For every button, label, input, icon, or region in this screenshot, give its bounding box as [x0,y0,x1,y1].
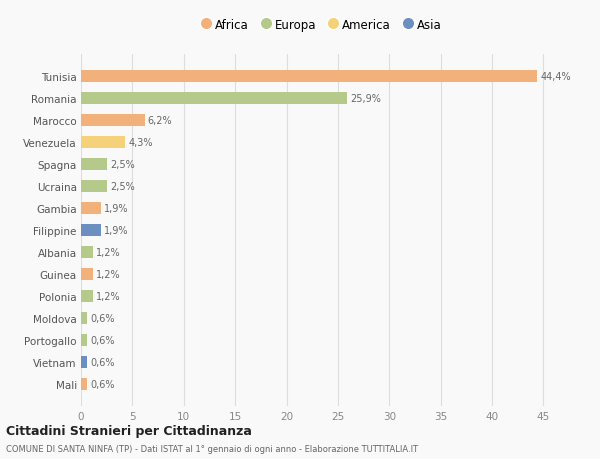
Text: 1,9%: 1,9% [104,204,128,214]
Text: 1,9%: 1,9% [104,226,128,235]
Text: 0,6%: 0,6% [90,313,115,324]
Text: 4,3%: 4,3% [128,138,153,148]
Bar [81,269,94,280]
Text: 0,6%: 0,6% [90,336,115,345]
Text: 1,2%: 1,2% [97,291,121,302]
Text: 2,5%: 2,5% [110,182,134,192]
Bar [81,313,87,325]
Bar [81,159,107,171]
Text: 0,6%: 0,6% [90,379,115,389]
Text: 1,2%: 1,2% [97,247,121,257]
Bar [81,224,101,237]
Text: COMUNE DI SANTA NINFA (TP) - Dati ISTAT al 1° gennaio di ogni anno - Elaborazion: COMUNE DI SANTA NINFA (TP) - Dati ISTAT … [6,444,418,453]
Bar [81,137,125,149]
Text: 25,9%: 25,9% [350,94,381,104]
Legend: Africa, Europa, America, Asia: Africa, Europa, America, Asia [203,19,442,32]
Text: 6,2%: 6,2% [148,116,172,126]
Bar [81,203,101,215]
Text: Cittadini Stranieri per Cittadinanza: Cittadini Stranieri per Cittadinanza [6,424,252,437]
Text: 1,2%: 1,2% [97,269,121,280]
Bar [81,356,87,368]
Text: 44,4%: 44,4% [541,72,571,82]
Bar [81,115,145,127]
Bar [81,93,347,105]
Text: 0,6%: 0,6% [90,357,115,367]
Text: 2,5%: 2,5% [110,160,134,170]
Bar [81,71,537,83]
Bar [81,378,87,390]
Bar [81,246,94,258]
Bar [81,334,87,347]
Bar [81,291,94,302]
Bar [81,181,107,193]
